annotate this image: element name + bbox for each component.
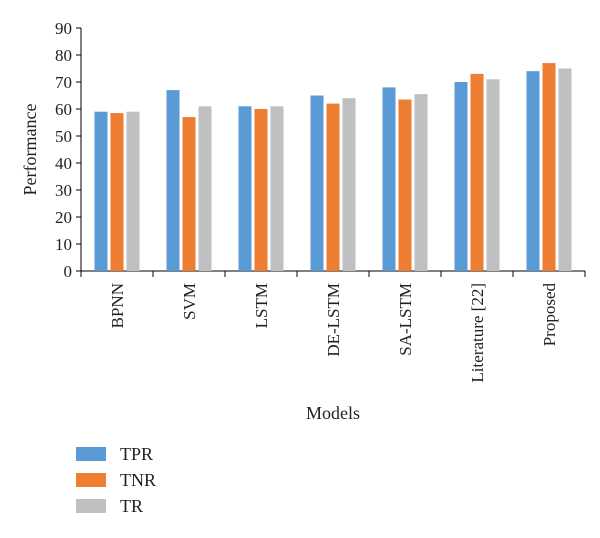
bars-layer (94, 63, 572, 272)
bar-tpr-1 (166, 90, 180, 271)
legend-swatch-tnr (76, 473, 106, 487)
legend-label-tr: TR (120, 496, 143, 516)
x-tick-label: SA-LSTM (396, 283, 415, 356)
legend-label-tpr: TPR (120, 444, 153, 464)
legend-label-tnr: TNR (120, 470, 156, 490)
bar-tr-5 (486, 79, 500, 271)
y-tick-label: 30 (55, 181, 72, 200)
bar-tpr-3 (310, 95, 324, 271)
bar-tnr-1 (182, 117, 196, 271)
y-tick-label: 60 (55, 100, 72, 119)
bar-tnr-6 (542, 63, 556, 271)
x-tick-label: LSTM (252, 283, 271, 328)
legend-swatch-tpr (76, 447, 106, 461)
y-tick-label: 10 (55, 235, 72, 254)
bar-tr-6 (558, 68, 572, 271)
y-axis-title: Performance (20, 104, 40, 196)
legend: TPR TNR TR (76, 444, 156, 516)
y-tick-label: 80 (55, 46, 72, 65)
x-tick-label: BPNN (108, 283, 127, 328)
y-tick-label: 50 (55, 127, 72, 146)
y-tick-label: 20 (55, 208, 72, 227)
y-tick-label: 90 (55, 19, 72, 38)
bar-tpr-6 (526, 71, 540, 271)
x-tick-label: Literature [22] (468, 283, 487, 383)
bar-tpr-0 (94, 111, 108, 271)
bar-tnr-3 (326, 103, 340, 271)
bar-tr-1 (198, 106, 212, 271)
bar-tnr-5 (470, 73, 484, 272)
bar-tpr-2 (238, 106, 252, 271)
bar-tpr-5 (454, 82, 468, 271)
axes-layer (76, 27, 586, 277)
x-tick-label: SVM (180, 283, 199, 320)
x-tick-label: DE-LSTM (324, 283, 343, 357)
bar-tr-3 (342, 98, 356, 271)
bar-tr-4 (414, 94, 428, 272)
bar-tr-0 (126, 111, 140, 271)
bar-tnr-0 (110, 113, 124, 271)
bar-tnr-4 (398, 99, 412, 271)
labels-layer: 0 10 20 30 40 50 60 70 80 90 BPNN SVM LSTM DE-LSTM SA-… (20, 19, 559, 423)
y-tick-label: 70 (55, 73, 72, 92)
y-tick-label: 0 (64, 262, 73, 281)
x-axis-title: Models (306, 403, 360, 423)
legend-swatch-tr (76, 499, 106, 513)
bar-tnr-2 (254, 109, 268, 271)
bar-tr-2 (270, 106, 284, 271)
y-tick-label: 40 (55, 154, 72, 173)
x-tick-label: Proposed (540, 283, 559, 347)
bar-tpr-4 (382, 87, 396, 272)
